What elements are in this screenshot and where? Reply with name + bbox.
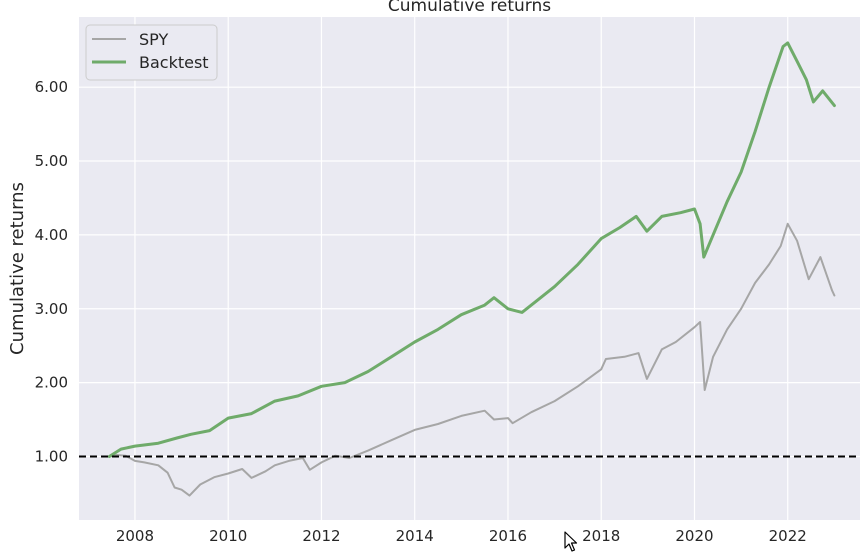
y-tick-label-1.00: 1.00 <box>35 447 68 465</box>
x-tick-label-2010: 2010 <box>209 527 247 545</box>
chart-title: Cumulative returns <box>388 0 551 16</box>
y-tick-label-5.00: 5.00 <box>35 152 68 170</box>
x-tick-label-2018: 2018 <box>582 527 620 545</box>
y-tick-label-2.00: 2.00 <box>35 374 68 392</box>
x-tick-label-2020: 2020 <box>675 527 713 545</box>
series-line-backtest <box>107 41 836 458</box>
grid-lines <box>79 17 860 520</box>
series-line-spy <box>108 222 836 497</box>
y-axis-ticks: 1.00 2.00 3.00 4.00 5.00 6.00 <box>35 78 68 465</box>
x-axis-ticks: 2008 2010 2012 2014 2016 2018 2020 2022 <box>116 527 807 545</box>
y-tick-label-4.00: 4.00 <box>35 226 68 244</box>
x-tick-label-2012: 2012 <box>302 527 340 545</box>
y-tick-label-6.00: 6.00 <box>35 78 68 96</box>
legend: SPY Backtest <box>85 24 218 81</box>
y-axis-title: Cumulative returns <box>7 182 28 355</box>
series-layer <box>107 41 836 497</box>
plot-area <box>79 17 860 520</box>
legend-label-spy: SPY <box>139 30 168 49</box>
x-tick-label-2016: 2016 <box>489 527 527 545</box>
x-tick-label-2008: 2008 <box>116 527 154 545</box>
y-tick-label-3.00: 3.00 <box>35 300 68 318</box>
x-tick-label-2014: 2014 <box>396 527 434 545</box>
x-tick-label-2022: 2022 <box>769 527 807 545</box>
legend-label-backtest: Backtest <box>139 53 209 72</box>
mouse-pointer-icon <box>564 531 578 552</box>
